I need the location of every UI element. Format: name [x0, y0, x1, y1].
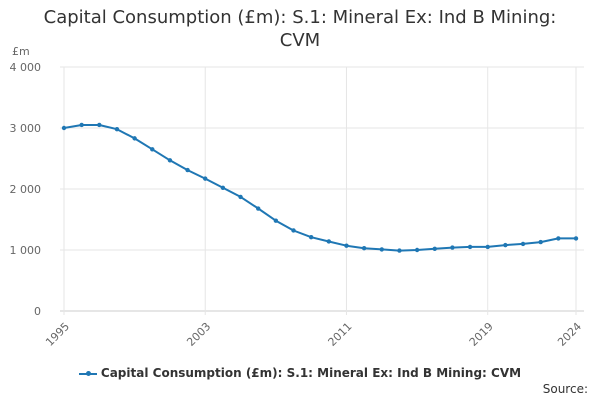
data-point — [150, 147, 155, 152]
chart-title: Capital Consumption (£m): S.1: Mineral E… — [0, 6, 600, 52]
data-point — [485, 244, 490, 250]
legend[interactable]: Capital Consumption (£m): S.1: Mineral E… — [0, 366, 600, 380]
y-tick-label: 2 000 — [10, 183, 42, 196]
data-point — [397, 248, 402, 253]
y-tick-label: 0 — [34, 305, 41, 318]
data-point — [167, 158, 173, 163]
data-point — [273, 218, 279, 223]
y-axis-unit-label: £m — [12, 45, 30, 58]
x-tick-label: 2011 — [326, 320, 355, 349]
data-point — [114, 127, 120, 132]
data-point — [326, 239, 332, 244]
data-point — [256, 206, 261, 211]
data-point — [432, 246, 437, 251]
data-point — [361, 245, 367, 251]
data-point — [467, 244, 473, 250]
data-point — [344, 243, 349, 248]
data-point — [308, 234, 314, 240]
data-point — [132, 136, 137, 141]
series-layer — [61, 122, 579, 253]
x-tick-label: 2024 — [555, 320, 584, 349]
data-point — [379, 247, 384, 252]
y-tick-label: 4 000 — [10, 61, 42, 74]
data-point — [291, 228, 296, 233]
data-point — [203, 176, 208, 181]
data-point — [556, 236, 561, 241]
chart-title-line-2: CVM — [279, 30, 321, 51]
data-point — [538, 239, 543, 245]
x-tick-label: 2019 — [467, 320, 496, 349]
data-point — [79, 122, 84, 128]
data-point — [573, 236, 579, 241]
data-point — [520, 241, 526, 247]
data-point — [97, 122, 102, 128]
data-point — [414, 247, 420, 253]
chart-title-line-1: Capital Consumption (£m): S.1: Mineral E… — [43, 7, 557, 28]
series-line — [63, 124, 576, 252]
data-point — [238, 194, 243, 200]
data-point — [61, 125, 67, 131]
data-point — [503, 242, 508, 248]
data-point — [185, 167, 190, 173]
gridlines — [60, 66, 584, 315]
data-point — [450, 245, 455, 250]
data-point — [220, 185, 226, 190]
y-tick-label: 3 000 — [10, 122, 42, 135]
x-tick-label: 2003 — [184, 320, 213, 349]
legend-marker-icon — [78, 370, 97, 378]
source-label: Source: — [542, 382, 588, 396]
axes: 0 1 000 2 000 3 000 4 000 1995 2003 2011 2019 202… — [10, 61, 585, 349]
legend-label: Capital Consumption (£m): S.1: Mineral E… — [100, 366, 522, 380]
y-tick-label: 1 000 — [10, 244, 42, 257]
x-tick-label: 1995 — [43, 320, 72, 349]
